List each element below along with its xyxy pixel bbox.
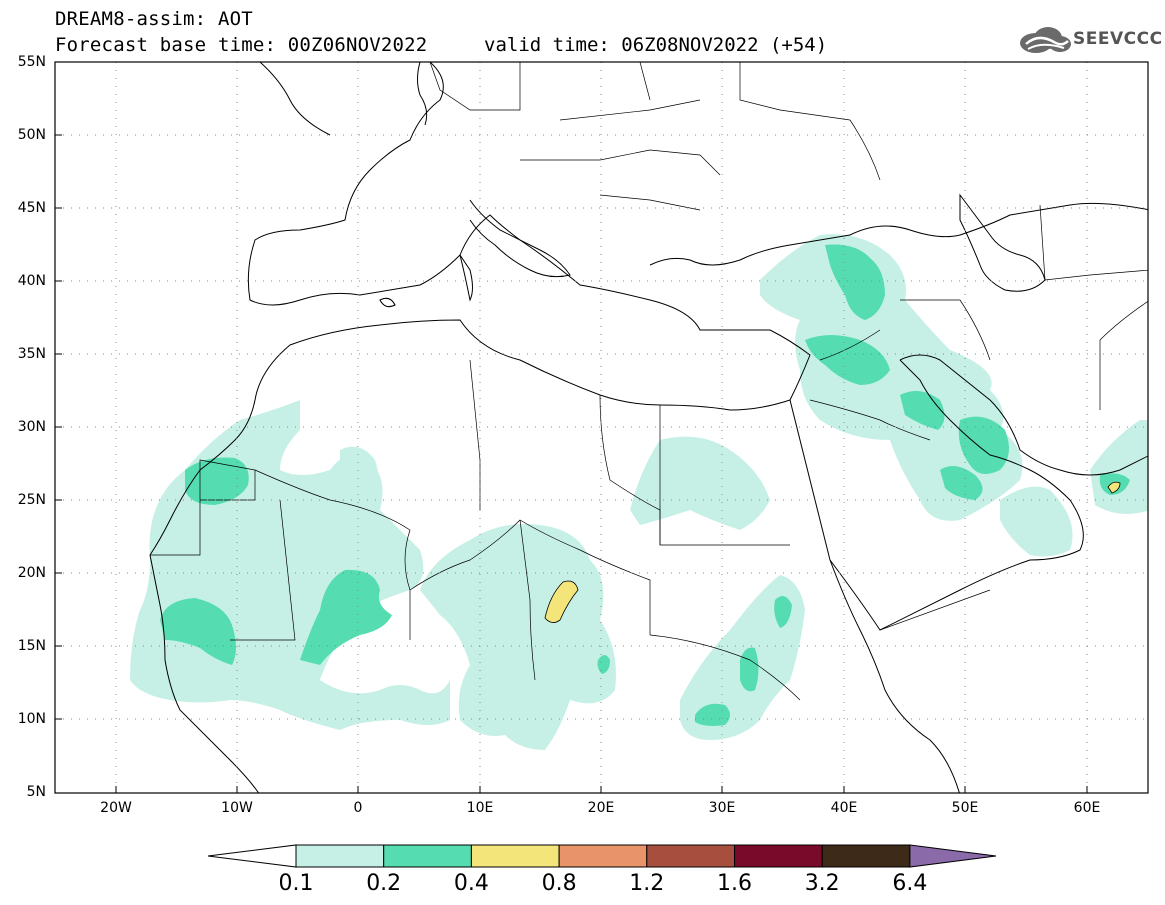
lat-label-30n: 30N [17, 419, 46, 435]
map-title: DREAM8-assim: AOT [55, 8, 253, 30]
aot-field-chad-small [597, 655, 610, 674]
colorbar-bin-2 [470, 844, 560, 868]
lon-label-10e: 10E [466, 800, 494, 816]
coastlines [149, 62, 1148, 793]
aot-field-chad [340, 446, 379, 500]
aot-field-sudan-east [774, 596, 792, 628]
aot-field-sudan-green [695, 703, 730, 726]
colorbar-label-1-2: 1.2 [629, 871, 665, 896]
aot-field-gulf [940, 466, 983, 500]
lat-label-20n: 20N [17, 565, 46, 581]
aot-field-oman [1000, 486, 1073, 557]
lat-label-55n: 55N [17, 54, 46, 70]
lon-label-20w: 20W [100, 800, 132, 816]
colorbar-right-arrow [909, 844, 997, 868]
colorbar-bin-3 [558, 844, 648, 868]
valid-time: valid time: 06Z08NOV2022 (+54) [484, 34, 828, 56]
aot-field-senegal [160, 598, 236, 665]
aot-field-egypt-arabia [630, 436, 770, 530]
seevccc-logo [1020, 27, 1071, 53]
colorbar [207, 844, 997, 868]
lat-label-45n: 45N [17, 200, 46, 216]
lat-label-40n: 40N [17, 273, 46, 289]
lat-label-10n: 10N [17, 711, 46, 727]
aot-field-chad-yellow [544, 580, 579, 623]
lon-label-50e: 50E [951, 800, 979, 816]
colorbar-bin-5 [734, 844, 823, 868]
aot-field-caucasus [825, 244, 885, 320]
colorbar-label-0-2: 0.2 [366, 871, 402, 896]
lat-label-50n: 50N [17, 127, 46, 143]
country-borders [150, 62, 1148, 701]
colorbar-label-0-8: 0.8 [541, 871, 577, 896]
colorbar-bin-1 [383, 844, 472, 868]
colorbar-bin-6 [821, 844, 911, 868]
lat-label-35n: 35N [17, 346, 46, 362]
colorbar-label-1-6: 1.6 [717, 871, 752, 896]
aot-field-central-sahara [420, 524, 616, 750]
lon-label-0: 0 [353, 800, 363, 816]
lat-label-25n: 25N [17, 492, 46, 508]
aot-field-ethiopia-green [740, 647, 759, 692]
aot-field-iran-yellow [1107, 481, 1121, 494]
forecast-base-time: Forecast base time: 00Z06NOV2022 [55, 34, 428, 56]
colorbar-label-3-2: 3.2 [804, 871, 840, 896]
colorbar-left-arrow [207, 844, 297, 868]
lat-label-5n: 5N [26, 784, 46, 800]
colorbar-label-0-4: 0.4 [453, 871, 489, 896]
aot-field-west-sahel [130, 400, 450, 730]
axis-ticks [55, 61, 1088, 793]
colorbar-label-0-1: 0.1 [278, 871, 314, 896]
aot-low-fields [130, 234, 1148, 750]
aot-high-fields [544, 481, 1121, 623]
logo-text: SEEVCCC [1073, 29, 1163, 49]
lon-label-10w: 10W [221, 800, 253, 816]
aot-mid-fields [160, 244, 1130, 726]
lon-label-60e: 60E [1073, 800, 1101, 816]
colorbar-bin-4 [646, 844, 735, 868]
lon-label-30e: 30E [708, 800, 736, 816]
lon-label-20e: 20E [587, 800, 615, 816]
lon-label-40e: 40E [830, 800, 858, 816]
aot-field-syria [805, 335, 890, 385]
colorbar-label-6-4: 6.4 [892, 871, 928, 896]
aot-field-middle-east [760, 234, 1023, 521]
colorbar-bin-0 [295, 844, 385, 868]
aot-field-mali [300, 569, 392, 665]
aot-field-kuwait [958, 416, 1009, 474]
lat-label-15n: 15N [17, 638, 46, 654]
